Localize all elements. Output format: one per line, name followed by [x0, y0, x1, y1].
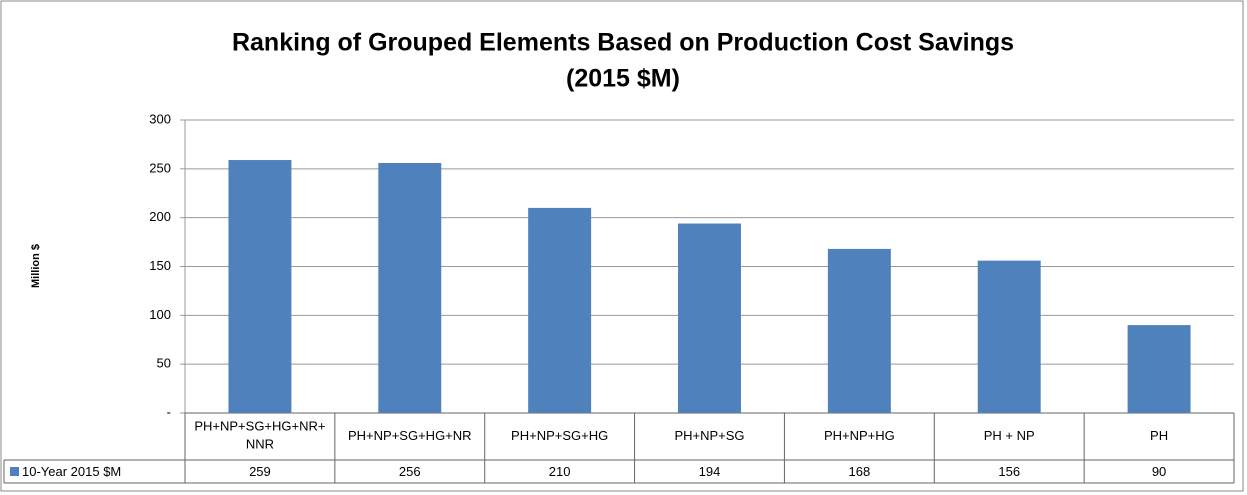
bar: [378, 162, 442, 413]
bar: [528, 207, 592, 413]
legend-label: 10-Year 2015 $M: [22, 464, 121, 479]
bar: [1127, 325, 1191, 413]
table-value: 90: [1152, 464, 1166, 479]
bar: [827, 248, 891, 413]
chart-title: Ranking of Grouped Elements Based on Pro…: [232, 29, 1014, 57]
y-tick-label: 300: [149, 111, 171, 126]
x-tick-label: PH+NP+SG+HG+NR+ NNR: [194, 419, 325, 452]
bar: [678, 223, 741, 413]
table-value: 168: [849, 464, 871, 479]
x-tick-label: PH+NP+SG: [674, 428, 744, 443]
y-tick-label: 250: [149, 160, 171, 175]
y-tick-label: -: [167, 404, 171, 419]
y-tick-label: 200: [149, 209, 171, 224]
x-tick-label: PH + NP: [984, 428, 1035, 443]
table-value: 210: [549, 464, 571, 479]
x-tick-label: PH+NP+HG: [824, 428, 895, 443]
legend-key: [10, 467, 19, 476]
y-tick-label: 150: [149, 258, 171, 273]
bar: [228, 160, 292, 413]
table-value: 194: [699, 464, 721, 479]
table-value: 156: [998, 464, 1020, 479]
x-tick-label: PH: [1150, 428, 1168, 443]
table-value: 259: [249, 464, 271, 479]
y-tick-label: 100: [149, 307, 171, 322]
x-tick-label: PH+NP+SG+HG: [511, 428, 608, 443]
chart-title: (2015 $M): [566, 65, 680, 93]
bar: [977, 260, 1041, 413]
x-tick-label: PH+NP+SG+HG+NR: [348, 428, 472, 443]
table-value: 256: [399, 464, 421, 479]
y-tick-label: 50: [157, 356, 171, 371]
y-axis-label: Million $: [30, 244, 42, 288]
